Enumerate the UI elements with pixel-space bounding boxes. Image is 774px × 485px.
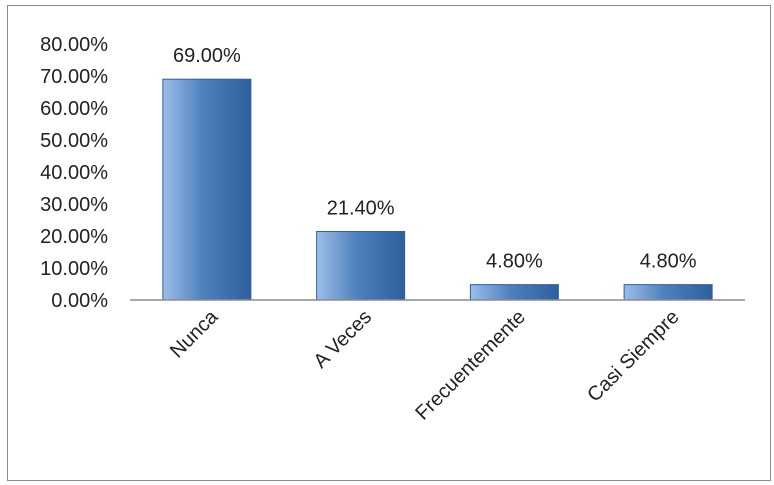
bar [469, 284, 559, 301]
x-axis: Nunca A Veces Frecuentemente Casi Siempre [130, 299, 745, 425]
y-tick-label: 0.00% [51, 290, 108, 312]
data-label: 4.80% [486, 251, 543, 273]
bar [316, 231, 406, 301]
x-category-label: Casi Siempre [583, 306, 683, 406]
y-tick-label: 40.00% [40, 162, 108, 184]
x-category-label: Nunca [166, 305, 223, 362]
y-axis: 0.00% 10.00% 20.00% 30.00% 40.00% 50.00% 60.00… [40, 34, 108, 312]
bars: 69.00% 21.40% 4.80% 4.80% [162, 45, 713, 301]
bar [623, 284, 713, 301]
y-tick-label: 50.00% [40, 130, 108, 152]
y-tick-label: 20.00% [40, 226, 108, 248]
data-label: 4.80% [640, 251, 697, 273]
data-label: 69.00% [173, 45, 241, 67]
y-tick-label: 10.00% [40, 258, 108, 280]
x-category-label: A Veces [309, 306, 376, 373]
y-tick-label: 30.00% [40, 194, 108, 216]
x-category-label: Frecuentemente [411, 306, 530, 425]
bar [162, 78, 252, 301]
data-label: 21.40% [327, 198, 395, 220]
y-tick-label: 60.00% [40, 98, 108, 120]
y-tick-label: 80.00% [40, 34, 108, 56]
y-tick-label: 70.00% [40, 66, 108, 88]
